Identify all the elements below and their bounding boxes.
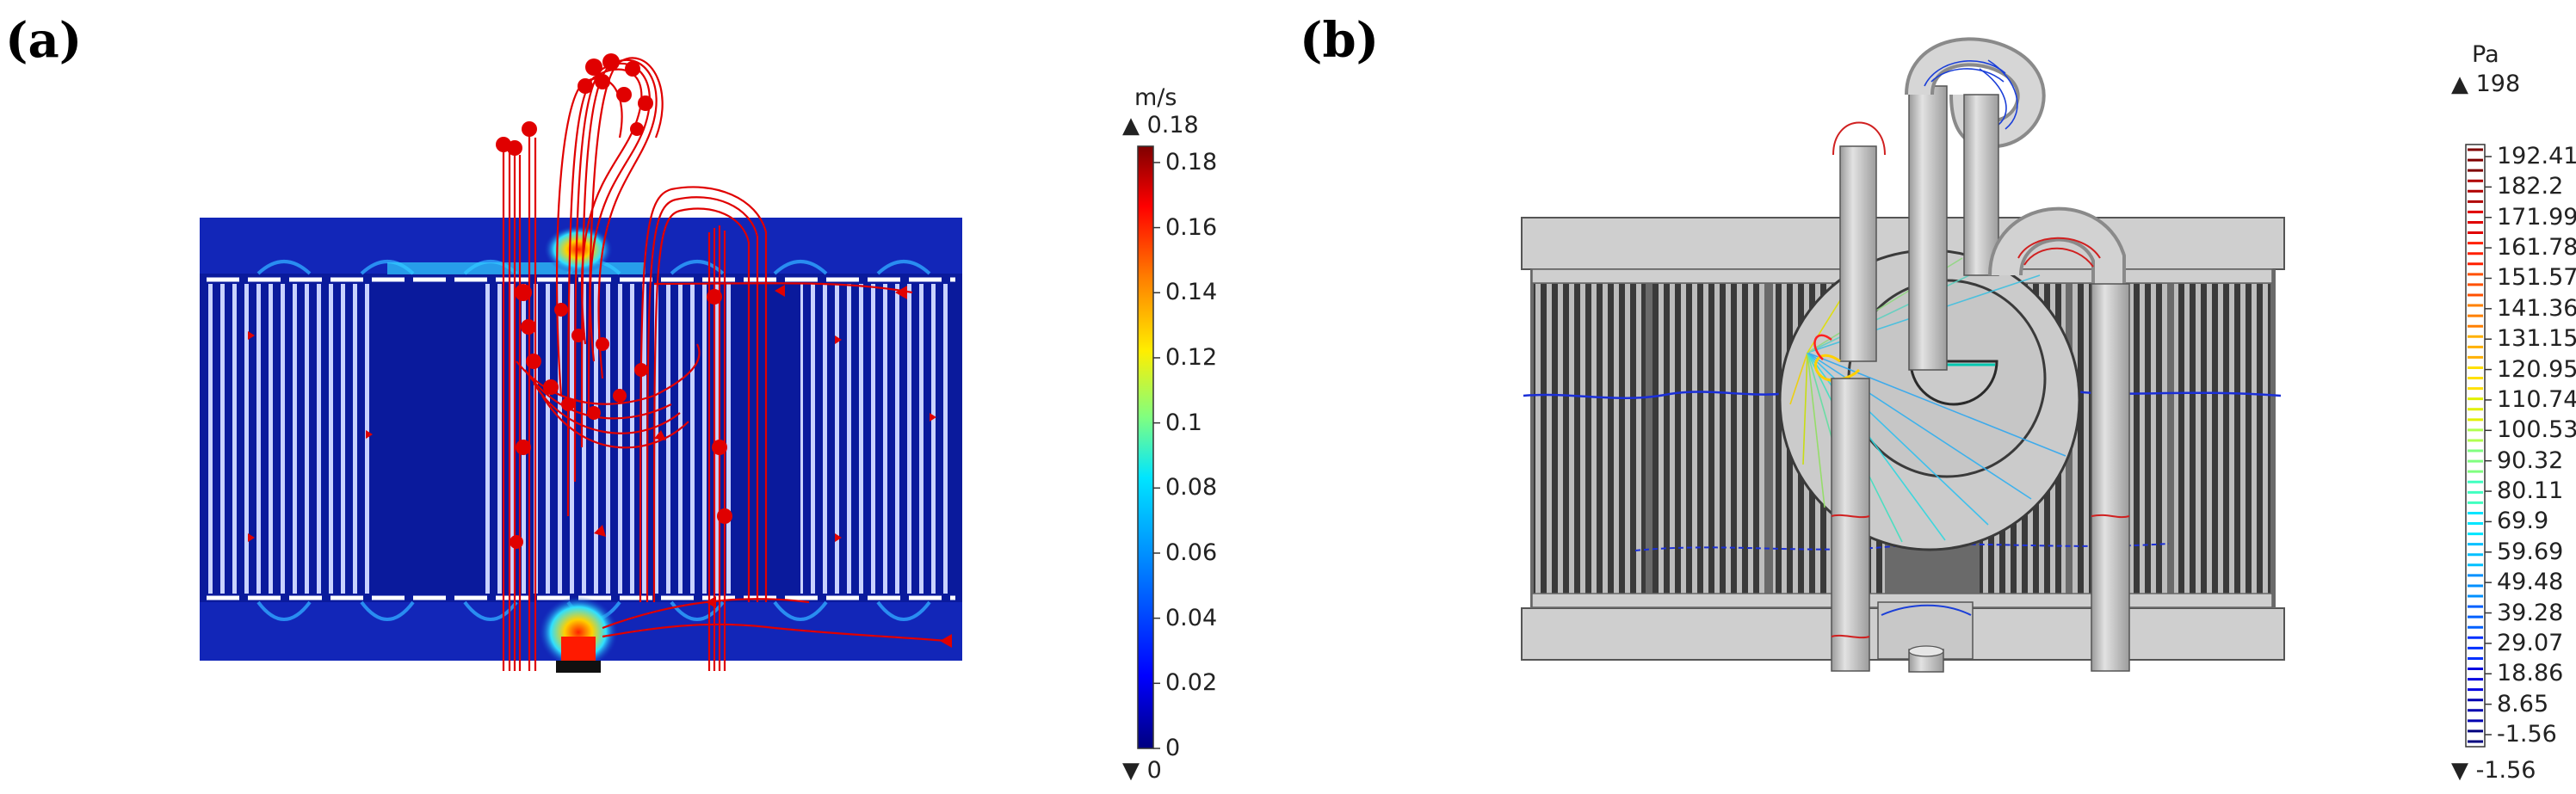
colorbar-b-max: ▲ 198 xyxy=(2451,71,2521,97)
inlet-pipe-2 xyxy=(1908,85,1948,371)
colorbar-a-unit: m/s xyxy=(1134,84,1177,111)
fin-block-a3 xyxy=(800,284,955,594)
colorbar-b-tick-label: 39.28 xyxy=(2497,599,2564,626)
colorbar-b-tick-label: 120.95 xyxy=(2497,355,2576,383)
colorbar-b-tick-label: 100.53 xyxy=(2497,416,2576,444)
colorbar-a-ticks xyxy=(1153,162,1160,749)
up-triangle-icon: ▲ xyxy=(2451,71,2468,97)
colorbar-a-tick-label: 0.06 xyxy=(1165,539,1218,566)
colorbar-b-tick-label: 151.57 xyxy=(2497,264,2576,292)
colorbar-b-frame xyxy=(2465,144,2486,748)
colorbar-b-tick-label: 80.11 xyxy=(2497,477,2564,505)
down-triangle-icon: ▼ xyxy=(1122,758,1140,784)
colorbar-a-tick-label: 0.04 xyxy=(1165,604,1218,631)
colorbar-b-unit: Pa xyxy=(2472,41,2499,68)
panel-b-label: (b) xyxy=(1300,12,1380,69)
colorbar-a-gradient xyxy=(1137,145,1154,749)
colorbar-b-tick-label: 182.2 xyxy=(2497,173,2564,200)
colorbar-a-max: ▲ 0.18 xyxy=(1122,112,1199,138)
inlet-pipe-1 xyxy=(1839,145,1877,362)
colorbar-b-tick-label: -1.56 xyxy=(2497,721,2557,748)
colorbar-b-tick-label: 29.07 xyxy=(2497,629,2564,656)
colorbar-a-tick-label: 0.18 xyxy=(1165,148,1218,175)
colorbar-a-tick-label: 0.08 xyxy=(1165,474,1218,502)
colorbar-b-tick-label: 192.41 xyxy=(2497,143,2576,169)
fin-block-a1 xyxy=(207,284,370,594)
streamline-markers xyxy=(248,53,952,648)
colorbar-a-tick-label: 0 xyxy=(1165,735,1181,761)
colorbar-b-tick-label: 161.78 xyxy=(2497,234,2576,262)
colorbar-b-tick-label: 18.86 xyxy=(2497,660,2564,687)
outlet-pipe-right xyxy=(2091,283,2130,672)
colorbar-b-tick-label: 90.32 xyxy=(2497,446,2564,474)
colorbar-b-tick-label: 69.9 xyxy=(2497,508,2549,535)
colorbar-a xyxy=(1137,145,1160,749)
colorbar-a-tick-label: 0.1 xyxy=(1165,409,1202,436)
panel-a-label: (a) xyxy=(5,12,83,69)
down-triangle-icon: ▼ xyxy=(2451,758,2468,784)
colorbar-b-tick-label: 8.65 xyxy=(2497,690,2549,717)
colorbar-a-tick-label: 0.14 xyxy=(1165,279,1218,306)
colorbar-b-tick-label: 171.99 xyxy=(2497,203,2576,231)
colorbar-b-contour-lines xyxy=(2468,148,2492,743)
colorbar-a-min: ▼ 0 xyxy=(1122,757,1162,784)
up-triangle-icon: ▲ xyxy=(1122,113,1140,138)
panel-a-velocity-field xyxy=(200,53,962,673)
colorbar-b-min: ▼ -1.56 xyxy=(2451,757,2536,784)
colorbar-a-tick-label: 0.02 xyxy=(1165,669,1218,697)
jet-outlet-hotspot xyxy=(539,596,618,668)
colorbar-a-tick-label: 0.12 xyxy=(1165,343,1218,371)
colorbar-b-tick-label: 141.36 xyxy=(2497,294,2576,322)
colorbar-b-tick-label: 110.74 xyxy=(2497,385,2576,413)
colorbar-a-tick-label: 0.16 xyxy=(1165,213,1218,241)
outlet-pipe-left xyxy=(1831,378,1870,672)
colorbar-b-tick-label: 49.48 xyxy=(2497,569,2564,596)
colorbar-b-tick-label: 131.15 xyxy=(2497,325,2576,353)
colorbar-b xyxy=(2465,144,2492,748)
colorbar-b-tick-label: 59.69 xyxy=(2497,538,2564,565)
panel-b-pressure-field xyxy=(1521,37,2285,673)
